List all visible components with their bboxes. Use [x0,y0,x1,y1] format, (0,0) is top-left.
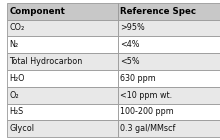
Text: 0.3 gal/MMscf: 0.3 gal/MMscf [120,124,176,133]
Text: H₂S: H₂S [9,108,24,116]
Text: Total Hydrocarbon: Total Hydrocarbon [9,57,82,66]
Bar [7,3,117,20]
Bar [117,53,220,70]
Bar [7,36,117,53]
Bar [7,53,117,70]
Bar [117,120,220,137]
Text: 100-200 ppm: 100-200 ppm [120,108,174,116]
Text: >95%: >95% [120,24,145,32]
Text: <4%: <4% [120,40,140,49]
Bar [117,20,220,36]
Bar [7,104,117,120]
Text: <5%: <5% [120,57,140,66]
Bar [117,3,220,20]
Text: Glycol: Glycol [9,124,34,133]
Text: Reference Spec: Reference Spec [120,7,196,16]
Text: Component: Component [9,7,65,16]
Bar [117,36,220,53]
Text: CO₂: CO₂ [9,24,24,32]
Bar [7,70,117,87]
Bar [7,87,117,104]
Text: O₂: O₂ [9,91,19,100]
Text: H₂O: H₂O [9,74,25,83]
Text: 630 ppm: 630 ppm [120,74,156,83]
Bar [7,20,117,36]
Text: N₂: N₂ [9,40,18,49]
Bar [117,70,220,87]
Bar [117,87,220,104]
Text: <10 ppm wt.: <10 ppm wt. [120,91,172,100]
Bar [117,104,220,120]
Bar [7,120,117,137]
